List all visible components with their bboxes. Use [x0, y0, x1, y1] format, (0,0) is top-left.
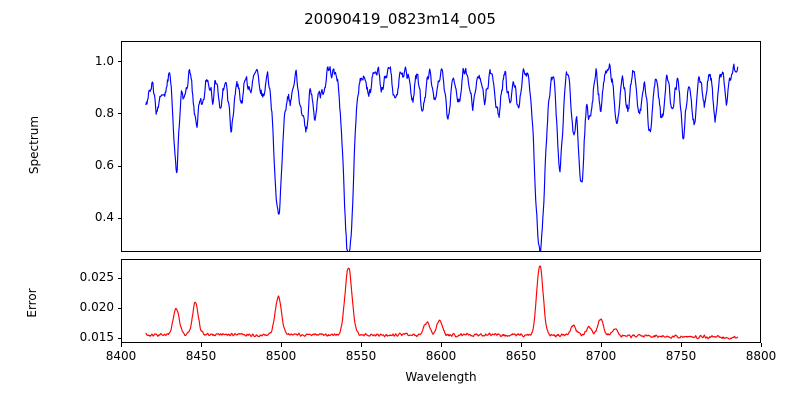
- error-series-svg: [122, 260, 760, 342]
- x-tick-mark: [600, 343, 602, 347]
- x-tick-label: 8650: [505, 349, 537, 363]
- y-tick-mark-spectrum: [117, 61, 121, 63]
- x-tick-mark: [760, 343, 762, 347]
- y-tick-label-error: 0.025: [79, 270, 114, 285]
- error-line: [146, 266, 738, 339]
- spectrum-plot-panel: [121, 41, 761, 252]
- x-tick-label: 8400: [105, 349, 137, 363]
- y-tick-label-error: 0.015: [79, 330, 114, 345]
- x-tick-label: 8800: [745, 349, 777, 363]
- y-tick-label-spectrum: 1.0: [94, 53, 114, 68]
- y-axis-label-spectrum: Spectrum: [27, 115, 41, 175]
- x-tick-label: 8750: [665, 349, 697, 363]
- x-tick-label: 8700: [585, 349, 617, 363]
- error-plot-panel: [121, 259, 761, 343]
- figure-title: 20090419_0823m14_005: [304, 10, 496, 28]
- x-tick-mark: [200, 343, 202, 347]
- y-tick-mark-error: [117, 307, 121, 309]
- y-tick-label-spectrum: 0.8: [94, 105, 114, 120]
- x-tick-mark: [360, 343, 362, 347]
- spectrum-series-svg: [122, 42, 760, 251]
- x-tick-label: 8550: [345, 349, 377, 363]
- y-tick-mark-error: [117, 337, 121, 339]
- y-tick-label-spectrum: 0.4: [94, 210, 114, 225]
- x-tick-mark: [120, 343, 122, 347]
- y-tick-mark-spectrum: [117, 113, 121, 115]
- spectrum-line: [146, 64, 738, 251]
- y-tick-mark-error: [117, 277, 121, 279]
- x-tick-label: 8500: [265, 349, 297, 363]
- x-tick-mark: [680, 343, 682, 347]
- y-tick-mark-spectrum: [117, 217, 121, 219]
- x-tick-label: 8450: [185, 349, 217, 363]
- y-axis-label-error: Error: [25, 288, 39, 318]
- y-tick-label-spectrum: 0.6: [94, 158, 114, 173]
- y-tick-label-error: 0.020: [79, 300, 114, 315]
- x-axis-label: Wavelength: [405, 370, 477, 384]
- x-tick-label: 8600: [425, 349, 457, 363]
- x-tick-mark: [520, 343, 522, 347]
- y-tick-mark-spectrum: [117, 165, 121, 167]
- x-tick-mark: [280, 343, 282, 347]
- x-tick-mark: [440, 343, 442, 347]
